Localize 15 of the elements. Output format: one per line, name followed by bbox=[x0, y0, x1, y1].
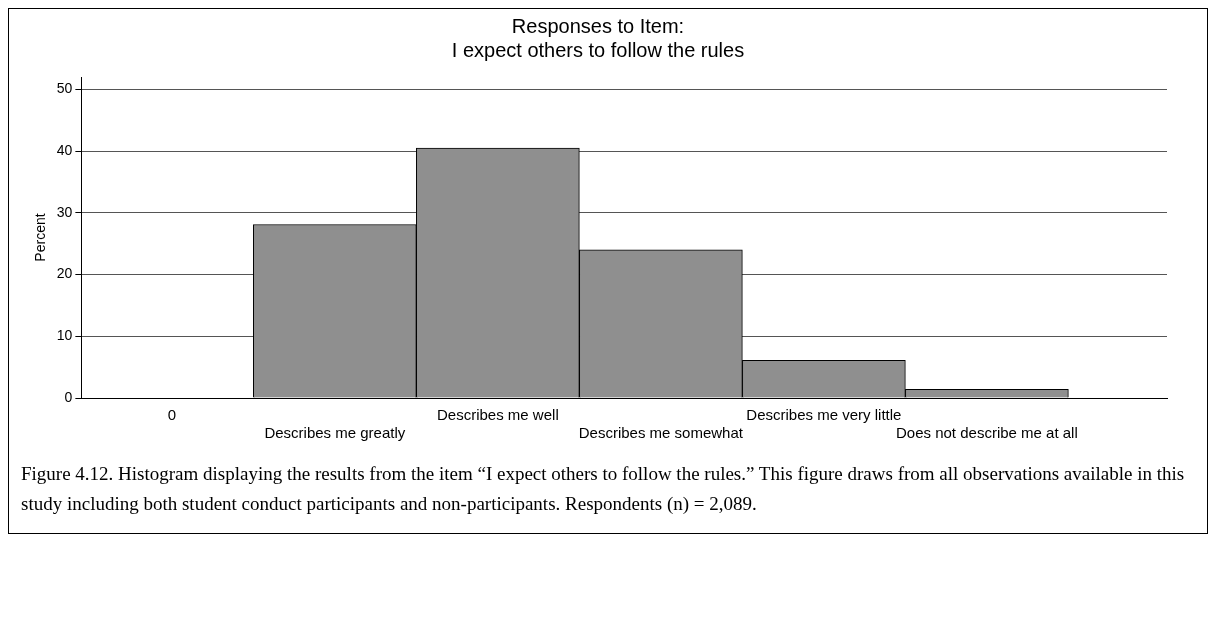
y-tick-label: 30 bbox=[56, 203, 73, 220]
x-tick-label: Describes me very little bbox=[746, 406, 902, 424]
y-axis-title: Percent bbox=[32, 213, 49, 262]
x-tick-label: Describes me well bbox=[437, 406, 559, 424]
x-tick-label: Describes me greatly bbox=[264, 424, 406, 442]
caption: Figure 4.12. Histogram displaying the results from the item “I expect others to follow the rules.” This figure draws from all observations available in this study including both student conduct participants and non-participants. Respondents (n) = 2,089. bbox=[20, 462, 1186, 516]
chart-title: Responses to Item: I expect others to follow the rules bbox=[451, 14, 745, 61]
x-tick-label: 0 bbox=[167, 406, 177, 424]
y-tick-label: 20 bbox=[56, 265, 73, 282]
y-tick-label: 10 bbox=[56, 327, 73, 344]
y-tick-label: 0 bbox=[64, 388, 73, 405]
y-tick-label: 40 bbox=[56, 141, 73, 158]
y-tick-label: 50 bbox=[56, 80, 73, 97]
x-tick-label: Describes me somewhat bbox=[578, 424, 744, 442]
x-tick-label: Does not describe me at all bbox=[895, 424, 1078, 442]
